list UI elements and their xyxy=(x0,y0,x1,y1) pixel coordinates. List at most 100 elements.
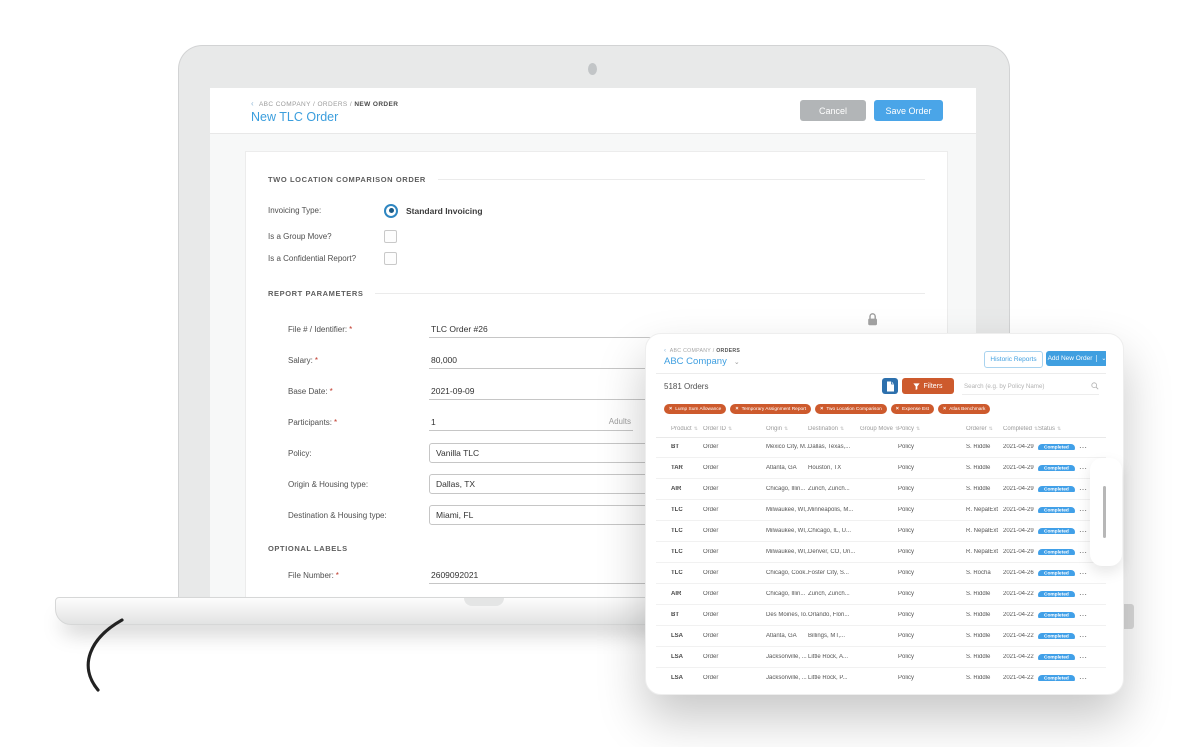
cell-product: TLC xyxy=(671,570,683,576)
row-actions-button[interactable]: ⋯ xyxy=(1079,568,1088,578)
column-label: Completed xyxy=(1003,425,1033,432)
chip-remove-icon[interactable]: × xyxy=(820,406,824,412)
export-document-button[interactable] xyxy=(882,378,898,394)
cell-order-id: Order xyxy=(703,654,719,660)
participants-input[interactable]: 1 Adults xyxy=(429,414,633,431)
cell-orderer: R. NepalExt xyxy=(966,549,999,555)
search-input[interactable] xyxy=(962,381,1091,391)
breadcrumb-company[interactable]: ABC COMPANY xyxy=(258,101,311,108)
table-row[interactable]: TLC Order Milwaukee, WI,... Denver, CO, Un.… xyxy=(656,542,1106,563)
cell-completed: 2021-04-29 xyxy=(1003,444,1034,450)
column-header[interactable]: Completed ⇅ xyxy=(1003,426,1038,432)
table-row[interactable]: LSA Order Atlanta, GA Billings, MT,... Polic… xyxy=(656,626,1106,647)
table-header: Product ⇅ Order ID ⇅ Origin ⇅ Destination ⇅ Grou… xyxy=(656,420,1106,438)
cell-destination: Dallas, Texas,... xyxy=(808,444,851,450)
chip-remove-icon[interactable]: × xyxy=(942,406,947,412)
confidential-checkbox[interactable] xyxy=(384,252,397,265)
cancel-button[interactable]: Cancel xyxy=(800,100,866,121)
cell-destination: Orlando, Flori... xyxy=(808,612,850,618)
company-selector[interactable]: ABC Company ⌄ xyxy=(664,356,740,367)
chevron-down-icon[interactable]: ⌄ xyxy=(733,359,740,366)
table-row[interactable]: BT Order Mexico City, M... Dallas, Texas,..… xyxy=(656,437,1106,458)
filter-chip[interactable]: × Atlas Benchmark xyxy=(937,404,991,414)
standard-invoicing-radio[interactable] xyxy=(384,203,398,218)
cell-policy: Policy xyxy=(898,549,915,555)
row-actions-button[interactable]: ⋯ xyxy=(1079,547,1088,557)
sort-icon[interactable]: ⇅ xyxy=(840,425,845,432)
cell-destination: Little Rock, P... xyxy=(808,675,848,681)
chip-remove-icon[interactable]: × xyxy=(735,406,739,412)
table-row[interactable]: TAR Order Atlanta, GA Houston, TX Policy S. R… xyxy=(656,458,1106,479)
filter-chip[interactable]: × Expense Est xyxy=(890,404,934,414)
filters-button[interactable]: Filters xyxy=(902,378,954,394)
column-header[interactable]: Status ⇅ xyxy=(1038,426,1079,432)
chip-remove-icon[interactable]: × xyxy=(669,406,673,412)
filter-chip[interactable]: × Two Location Comparison xyxy=(815,404,887,414)
column-header[interactable]: Orderer ⇅ xyxy=(966,426,1003,432)
row-actions-button[interactable]: ⋯ xyxy=(1079,652,1088,662)
table-row[interactable]: TLC Order Milwaukee, WI,... Chicago, IL, U.… xyxy=(656,521,1106,542)
column-header[interactable]: Order ID ⇅ xyxy=(703,426,766,432)
row-actions-button[interactable]: ⋯ xyxy=(1079,463,1088,473)
row-actions-button[interactable]: ⋯ xyxy=(1079,484,1088,494)
tablet-scroll-handle[interactable] xyxy=(1090,458,1122,566)
filter-chip[interactable]: × Temporary Assignment Report xyxy=(730,404,812,414)
standard-invoicing-option-label[interactable]: Standard Invoicing xyxy=(406,205,483,216)
row-actions-button[interactable]: ⋯ xyxy=(1079,526,1088,536)
back-chevron-icon[interactable]: ‹ xyxy=(664,348,667,354)
orders-count: 5181 Orders xyxy=(664,382,709,391)
cell-policy: Policy xyxy=(898,633,915,639)
column-header[interactable]: Destination ⇅ xyxy=(808,426,860,432)
sort-icon[interactable]: ⇅ xyxy=(895,425,898,432)
breadcrumb-orders[interactable]: ORDERS xyxy=(317,101,348,108)
cell-orderer: R. NepalExt xyxy=(966,507,999,513)
column-header[interactable]: Policy ⇅ xyxy=(898,426,966,432)
table-row[interactable]: TLC Order Milwaukee, WI,... Minneapolis, M.… xyxy=(656,500,1106,521)
table-row[interactable]: LSA Order Jacksonville, ... Little Rock, A.… xyxy=(656,647,1106,668)
cell-origin: Atlanta, GA xyxy=(766,633,797,639)
cell-product: TLC xyxy=(671,549,683,555)
sort-icon[interactable]: ⇅ xyxy=(784,425,789,432)
column-header[interactable]: Group Move ⇅ xyxy=(860,426,898,432)
sort-icon[interactable]: ⇅ xyxy=(1057,425,1062,432)
filter-chip[interactable]: × Lump Sum Allowance xyxy=(664,404,727,414)
cell-destination: Chicago, IL, U... xyxy=(808,528,852,534)
breadcrumb-company[interactable]: ABC COMPANY xyxy=(669,348,711,354)
cell-status: Completed xyxy=(1038,486,1079,492)
sort-icon[interactable]: ⇅ xyxy=(916,425,921,432)
cell-destination: Foster City, S... xyxy=(808,570,849,576)
row-actions-button[interactable]: ⋯ xyxy=(1079,610,1088,620)
cell-completed: 2021-04-22 xyxy=(1003,675,1034,681)
search-icon[interactable] xyxy=(1091,382,1099,390)
table-row[interactable]: AIR Order Chicago, Illin... Zurich, Zurich.… xyxy=(656,479,1106,500)
sort-icon[interactable]: ⇅ xyxy=(1034,425,1038,432)
sort-icon[interactable]: ⇅ xyxy=(988,425,993,432)
table-row[interactable]: BT Order Des Moines, Io... Orlando, Flori..… xyxy=(656,605,1106,626)
status-badge: Completed xyxy=(1038,591,1075,597)
sort-icon[interactable]: ⇅ xyxy=(693,425,698,432)
table-row[interactable]: LSA Order Jacksonville, ... Little Rock, P.… xyxy=(656,668,1106,686)
table-row[interactable]: TLC Order Chicago, Cook... Foster City, S..… xyxy=(656,563,1106,584)
table-row[interactable]: AIR Order Chicago, Illin... Zurich, Zurich.… xyxy=(656,584,1106,605)
save-order-button[interactable]: Save Order xyxy=(874,100,943,121)
chevron-down-icon[interactable]: ⌄ xyxy=(1096,355,1106,362)
page-title: New TLC Order xyxy=(251,110,339,124)
sort-icon[interactable]: ⇅ xyxy=(728,425,733,432)
breadcrumb-current: ORDERS xyxy=(716,348,741,354)
column-header[interactable]: Origin ⇅ xyxy=(766,426,808,432)
cell-orderer: S. Riddle xyxy=(966,633,991,639)
chip-remove-icon[interactable]: × xyxy=(895,406,900,412)
add-new-order-button[interactable]: Add New Order ⌄ xyxy=(1046,351,1106,366)
row-actions-button[interactable]: ⋯ xyxy=(1079,673,1088,683)
row-actions-button[interactable]: ⋯ xyxy=(1079,505,1088,515)
back-chevron-icon[interactable]: ‹ xyxy=(251,99,255,108)
scrollbar-thumb[interactable] xyxy=(1103,486,1106,538)
row-actions-button[interactable]: ⋯ xyxy=(1079,589,1088,599)
historic-reports-button[interactable]: Historic Reports xyxy=(984,351,1043,368)
breadcrumb-separator: / xyxy=(349,101,353,108)
group-move-checkbox[interactable] xyxy=(384,230,397,243)
row-actions-button[interactable]: ⋯ xyxy=(1079,442,1088,452)
row-actions-button[interactable]: ⋯ xyxy=(1079,631,1088,641)
column-header[interactable]: Product ⇅ xyxy=(671,426,703,432)
